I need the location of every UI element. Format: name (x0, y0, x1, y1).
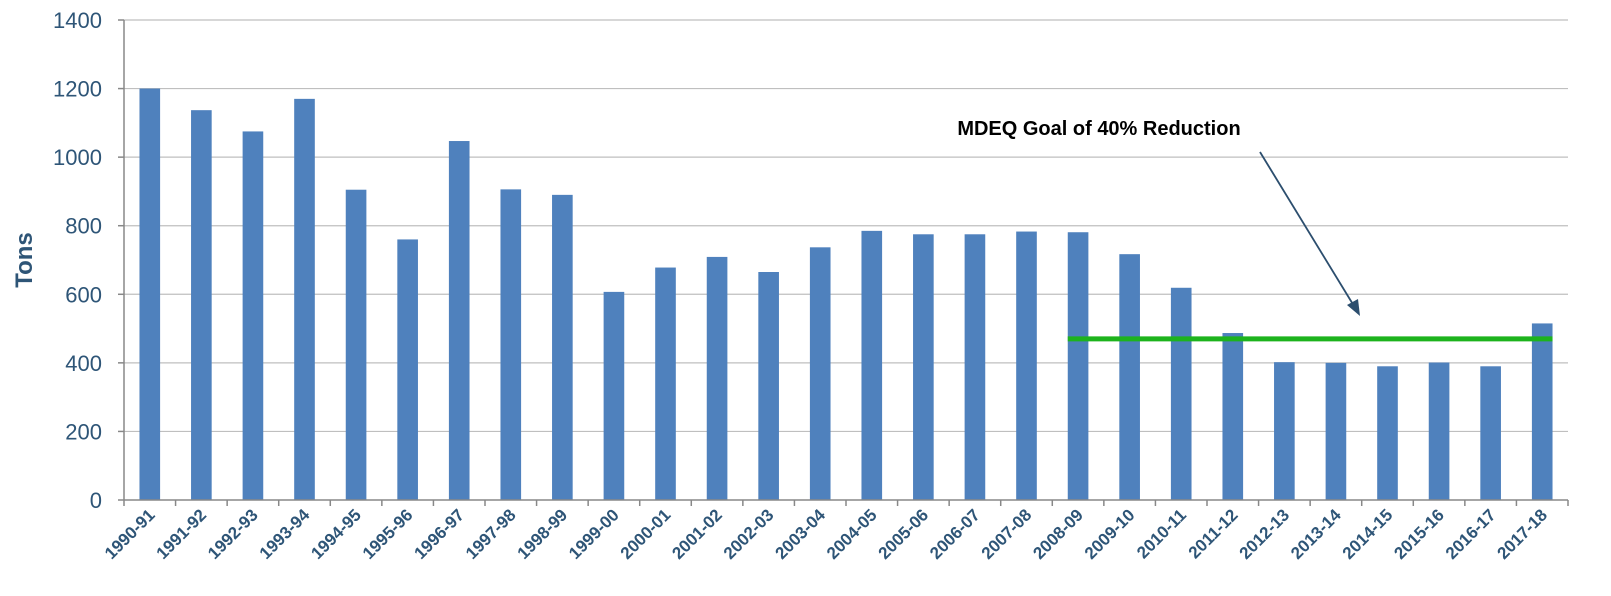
bar-2008-09 (1067, 232, 1089, 500)
bar-2006-07 (964, 234, 986, 501)
x-tick-label: 1997-98 (462, 505, 520, 563)
annotation-arrow (1259, 151, 1360, 316)
x-tick-label: 1999-00 (565, 505, 623, 563)
x-tick-label: 2007-08 (978, 505, 1036, 563)
x-tick-label: 1990-91 (101, 505, 159, 563)
bar-2007-08 (1016, 231, 1037, 501)
x-tick-label: 2009-10 (1081, 505, 1139, 563)
bar-2002-03 (758, 272, 779, 500)
bar-2012-13 (1274, 362, 1295, 500)
x-tick-label: 1996-97 (410, 505, 468, 563)
x-tick-label: 2002-03 (720, 505, 778, 563)
x-tick-label: 2005-06 (875, 505, 933, 563)
bar-1998-99 (552, 194, 573, 500)
bar-2016-17 (1480, 366, 1501, 500)
bar-2005-06 (913, 234, 934, 501)
gridlines (124, 19, 1568, 433)
y-tick-labels: 0 200 400 600 800 1000 1200 1400 (53, 8, 124, 513)
x-tick-labels: 1990-911991-921992-931993-941994-951995-… (101, 500, 1569, 563)
bar-2004-05 (861, 230, 883, 500)
bar-1999-00 (603, 291, 625, 500)
bar-1993-94 (294, 98, 315, 500)
y-tick-label: 0 (90, 488, 102, 513)
x-tick-label: 2006-07 (926, 505, 984, 563)
x-tick-label: 2012-13 (1236, 505, 1294, 563)
y-tick-label: 600 (65, 282, 102, 307)
x-tick-label: 1991-92 (153, 505, 211, 563)
bar-2013-14 (1325, 362, 1347, 500)
y-tick-label: 1400 (53, 8, 102, 33)
bar-1994-95 (345, 189, 367, 500)
bars (139, 88, 1553, 501)
x-tick-label: 1992-93 (204, 505, 262, 563)
y-tick-label: 1000 (53, 145, 102, 170)
y-tick-label: 200 (65, 419, 102, 444)
x-tick-label: 2001-02 (668, 505, 726, 563)
x-tick-label: 2017-18 (1493, 505, 1551, 563)
y-tick-label: 1200 (53, 77, 102, 102)
bar-1995-96 (397, 239, 418, 500)
x-tick-label: 2015-16 (1390, 505, 1448, 563)
x-tick-label: 2013-14 (1287, 505, 1345, 563)
x-tick-label: 2016-17 (1442, 505, 1500, 563)
y-axis-label: Tons (11, 232, 38, 288)
bar-2009-10 (1119, 254, 1140, 500)
x-tick-label: 2010-11 (1133, 505, 1190, 562)
bar-2000-01 (655, 267, 676, 500)
x-tick-label: 1993-94 (256, 505, 314, 563)
x-tick-label: 1994-95 (307, 505, 365, 563)
x-tick-label: 2004-05 (823, 505, 881, 563)
bar-2011-12 (1222, 333, 1244, 500)
x-tick-label: 2014-15 (1339, 505, 1397, 563)
bar-1996-97 (448, 141, 470, 500)
bar-1991-92 (191, 110, 212, 501)
y-tick-label: 400 (65, 351, 102, 376)
bar-1992-93 (242, 131, 264, 500)
bar-2003-04 (809, 247, 831, 500)
y-tick-label: 800 (65, 214, 102, 239)
x-tick-label: 1998-99 (514, 505, 572, 563)
bar-2015-16 (1428, 362, 1450, 500)
axes (123, 20, 1568, 501)
bar-1997-98 (500, 189, 522, 500)
bar-2001-02 (706, 256, 728, 500)
x-tick-label: 2011-12 (1185, 505, 1242, 562)
x-tick-label: 2003-04 (771, 505, 829, 563)
bar-2010-11 (1170, 287, 1192, 500)
bar-1990-91 (139, 88, 161, 501)
x-tick-label: 2000-01 (617, 505, 675, 563)
x-tick-label: 2008-09 (1029, 505, 1087, 563)
goal-annotation: MDEQ Goal of 40% Reduction (957, 118, 1240, 140)
x-tick-label: 1995-96 (359, 505, 417, 563)
bar-2014-15 (1377, 366, 1398, 500)
bar-2017-18 (1531, 323, 1553, 500)
